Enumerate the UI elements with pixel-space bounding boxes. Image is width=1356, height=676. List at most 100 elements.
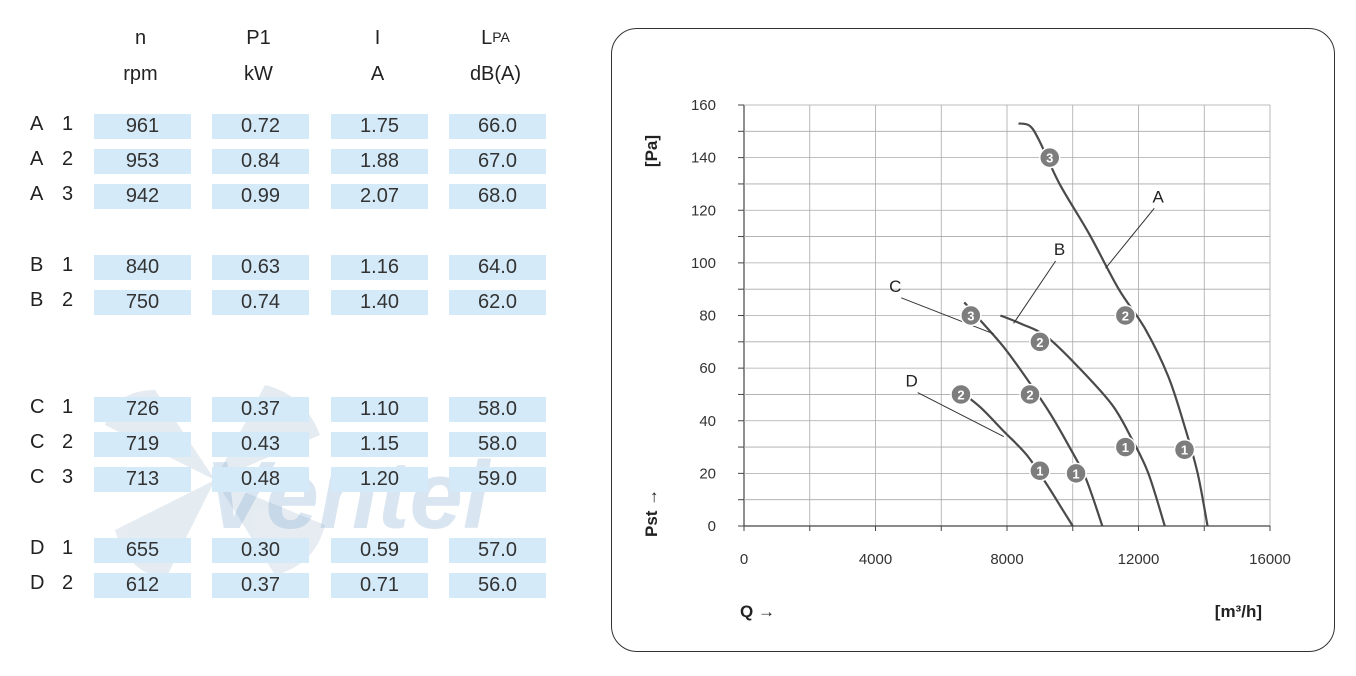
annotation-label-B: B bbox=[1054, 240, 1065, 259]
column-header-unit: kW bbox=[244, 63, 273, 85]
annotation-label-A: A bbox=[1153, 187, 1165, 206]
table-cell: 59.0 bbox=[449, 467, 546, 492]
row-series-label: D bbox=[30, 572, 45, 594]
table-cell: 64.0 bbox=[449, 255, 546, 280]
step-marker-label: 1 bbox=[1036, 464, 1043, 479]
column-header-unit: rpm bbox=[123, 63, 158, 85]
row-step-label: 1 bbox=[62, 396, 74, 418]
row-series-label: C bbox=[30, 431, 45, 453]
column-header-name: P1 bbox=[246, 27, 271, 49]
table-cell: 0.99 bbox=[212, 184, 309, 209]
table-cell: 840 bbox=[94, 255, 191, 280]
table-cell: 961 bbox=[94, 114, 191, 139]
row-step-label: 2 bbox=[62, 431, 74, 453]
annotation-label-C: C bbox=[889, 277, 901, 296]
table-cell: 750 bbox=[94, 290, 191, 315]
y-axis-unit: [Pa] bbox=[642, 135, 661, 167]
column-header-subscript: PA bbox=[492, 29, 510, 45]
performance-table: Ventel n rpm P1 kW I A LPA dB(A) A 1 961 0.72 1.75 66… bbox=[0, 0, 600, 676]
step-marker-B1 bbox=[1114, 436, 1137, 458]
row-step-label: 3 bbox=[62, 183, 74, 205]
step-marker-A2 bbox=[1114, 304, 1137, 327]
y-axis-label: Pst → bbox=[642, 489, 661, 537]
column-header-1: P1 bbox=[210, 27, 307, 50]
table-cell: 942 bbox=[94, 184, 191, 209]
table-cell: 953 bbox=[94, 149, 191, 174]
step-marker-label: 2 bbox=[957, 387, 964, 402]
y-tick-label: 120 bbox=[691, 202, 716, 219]
annotation-leader bbox=[917, 392, 1004, 437]
table-cell: 56.0 bbox=[449, 573, 546, 598]
step-marker-label: 1 bbox=[1181, 443, 1188, 458]
row-series-label: A bbox=[30, 183, 44, 205]
step-marker-C3 bbox=[960, 304, 982, 327]
row-series-label: C bbox=[30, 466, 45, 488]
table-cell: 0.30 bbox=[212, 538, 309, 563]
y-tick-label: 60 bbox=[699, 360, 716, 377]
row-step-label: 2 bbox=[62, 289, 74, 311]
table-cell: 0.48 bbox=[212, 467, 309, 492]
table-cell: 1.10 bbox=[331, 397, 428, 422]
column-header-2: I bbox=[329, 27, 426, 50]
x-tick-label: 12000 bbox=[1118, 551, 1160, 568]
table-cell: 57.0 bbox=[449, 538, 546, 563]
step-marker-D2 bbox=[950, 383, 972, 406]
table-cell: 1.15 bbox=[331, 432, 428, 457]
y-tick-label: 100 bbox=[691, 255, 716, 272]
watermark-text: Ventel bbox=[205, 442, 492, 549]
x-tick-label: 0 bbox=[740, 551, 748, 568]
table-cell: 0.59 bbox=[331, 538, 428, 563]
y-tick-label: 40 bbox=[699, 413, 716, 430]
table-cell: 0.71 bbox=[331, 573, 428, 598]
row-step-label: 1 bbox=[62, 537, 74, 559]
table-cell: 0.37 bbox=[212, 573, 309, 598]
row-series-label: B bbox=[30, 254, 44, 276]
x-tick-label: 8000 bbox=[990, 551, 1023, 568]
column-header-unit: dB(A) bbox=[469, 63, 522, 85]
y-tick-label: 0 bbox=[708, 518, 716, 535]
column-header-0: n bbox=[92, 27, 189, 50]
y-tick-label: 140 bbox=[691, 150, 716, 167]
step-marker-C1 bbox=[1065, 462, 1087, 485]
step-marker-label: 2 bbox=[1036, 335, 1043, 350]
step-marker-C2 bbox=[1019, 383, 1041, 406]
curve-B bbox=[1000, 314, 1166, 527]
table-cell: 0.63 bbox=[212, 255, 309, 280]
table-cell: 1.75 bbox=[331, 114, 428, 139]
table-cell: 1.16 bbox=[331, 255, 428, 280]
table-cell: 1.88 bbox=[331, 149, 428, 174]
table-cell: 655 bbox=[94, 538, 191, 563]
annotation-leader bbox=[1013, 260, 1057, 324]
table-cell: 0.72 bbox=[212, 114, 309, 139]
table-cell: 62.0 bbox=[449, 290, 546, 315]
column-header-3: LPA bbox=[447, 27, 544, 50]
table-cell: 612 bbox=[94, 573, 191, 598]
row-series-label: A bbox=[30, 148, 44, 170]
table-cell: 0.74 bbox=[212, 290, 309, 315]
step-marker-label: 2 bbox=[1122, 309, 1129, 324]
step-marker-A1 bbox=[1173, 438, 1196, 461]
step-marker-D1 bbox=[1029, 459, 1051, 482]
step-marker-label: 1 bbox=[1072, 466, 1079, 481]
row-series-label: D bbox=[30, 537, 45, 559]
table-cell: 0.37 bbox=[212, 397, 309, 422]
chart-panel: 0 20 40 60 80 100 120 140 160 0 4000 8000 12000 16000… bbox=[611, 28, 1335, 652]
step-marker-A3 bbox=[1038, 146, 1061, 169]
annotation-leader bbox=[1105, 208, 1155, 269]
row-step-label: 2 bbox=[62, 572, 74, 594]
row-step-label: 3 bbox=[62, 466, 74, 488]
x-tick-label: 4000 bbox=[859, 551, 892, 568]
column-header-name: I bbox=[374, 27, 381, 49]
row-step-label: 2 bbox=[62, 148, 74, 170]
row-series-label: A bbox=[30, 113, 44, 135]
table-cell: 58.0 bbox=[449, 432, 546, 457]
table-cell: 726 bbox=[94, 397, 191, 422]
x-axis-label: Q → bbox=[740, 602, 775, 621]
annotation-leader bbox=[901, 297, 995, 335]
column-header-unit: A bbox=[370, 63, 385, 85]
row-step-label: 1 bbox=[62, 113, 74, 135]
step-marker-B2 bbox=[1029, 331, 1051, 353]
step-marker-label: 3 bbox=[1046, 151, 1053, 166]
row-series-label: B bbox=[30, 289, 44, 311]
table-cell: 0.84 bbox=[212, 149, 309, 174]
